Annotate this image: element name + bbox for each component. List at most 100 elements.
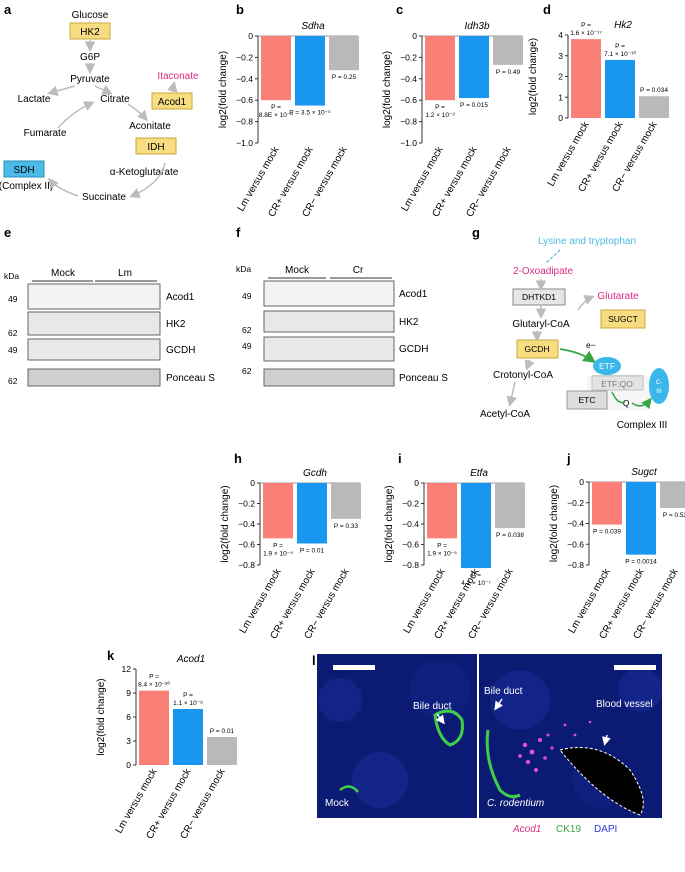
panel-g: g Lysine and tryptophan 2-Oxoadipate DHT… xyxy=(472,225,669,431)
bar-1 xyxy=(297,483,327,544)
chart-title: Idh3b xyxy=(464,21,489,32)
panel-l: l Bile duct Bile duct Blood vessel Mock … xyxy=(312,653,662,835)
panel-letter-g: g xyxy=(472,225,480,240)
acod1-box xyxy=(151,92,193,110)
succinate-label: Succinate xyxy=(82,192,126,203)
bar-0 xyxy=(427,483,457,539)
c3-label: C- xyxy=(656,379,663,386)
idh-box xyxy=(135,137,177,155)
q-arrow-1 xyxy=(611,391,626,404)
chart-title: Gcdh xyxy=(303,468,327,479)
p-value-label: P = 0.038 xyxy=(496,532,524,539)
panel-f: f kDa Mock Cr 49 62 49 62 Acod1 HK2 GCDH… xyxy=(236,225,448,387)
hk2-label: HK2 xyxy=(80,27,100,38)
y-tick-label: −1.0 xyxy=(236,138,253,148)
y-tick-label: −0.2 xyxy=(400,52,417,62)
panel-letter-c: c xyxy=(396,2,403,17)
y-axis-label: log2(fold change) xyxy=(528,38,539,115)
y-tick-label: −0.4 xyxy=(567,519,584,529)
panel-letter-i: i xyxy=(398,451,402,466)
bar-2 xyxy=(493,36,523,65)
y-tick-label: 1 xyxy=(558,92,563,102)
p-value-label: P = 0.034 xyxy=(640,87,668,94)
dashed-arrow xyxy=(545,249,561,264)
q-label: Q xyxy=(623,398,630,408)
p-value-label: P = xyxy=(581,22,591,29)
blood-vessel-label: Blood vessel xyxy=(596,699,653,710)
p-value-label: P = 0.01 xyxy=(210,728,235,735)
citrate-label: Citrate xyxy=(100,94,130,105)
p-value-label: P = 0.015 xyxy=(460,102,488,109)
marker-f2: 62 xyxy=(242,325,252,335)
bar-1 xyxy=(461,483,491,569)
marker-f4: 62 xyxy=(242,366,252,376)
panel-c-chart: c Idh3b 0 −0.2 −0.4 −0.6 −0.8 −1.0 log2(fold cha… xyxy=(382,2,523,219)
glutaryl-coa-label: Glutaryl-CoA xyxy=(512,319,570,330)
mock-group-label-f: Mock xyxy=(285,265,310,276)
p-value-label: P = xyxy=(273,542,283,549)
arrow-glutarate xyxy=(577,295,595,311)
scale-bar-left xyxy=(333,665,375,670)
p-value-label: P = 0.0014 xyxy=(625,559,657,566)
arrow-crotonyl xyxy=(506,381,517,407)
p-value-label: 8.4 × 10⁻²⁰ xyxy=(138,681,170,689)
etc-label: ETC xyxy=(579,395,596,405)
y-tick-label: −0.8 xyxy=(238,560,255,570)
acetyl-label: Acetyl-CoA xyxy=(480,409,530,420)
y-tick-label: 9 xyxy=(126,688,131,698)
legend-acod1: Acod1 xyxy=(512,824,541,835)
bar-1 xyxy=(626,482,656,555)
p-value-label: P = 0.039 xyxy=(593,529,621,536)
y-tick-label: −0.6 xyxy=(567,539,584,549)
scale-bar-right xyxy=(614,665,656,670)
bar-0 xyxy=(263,483,293,539)
p-value-label: 1.1 × 10⁻⁸ xyxy=(173,700,203,707)
panel-letter-j: j xyxy=(566,451,571,466)
marker-3: 49 xyxy=(8,345,18,355)
sdh-box xyxy=(3,160,45,178)
y-tick-label: 0 xyxy=(579,477,584,487)
arrow-itaconate xyxy=(167,81,178,93)
p-value-label: 4.2 × 10⁻⁷ xyxy=(461,580,491,587)
etf-label: ETF xyxy=(599,361,615,371)
p-value-label: 1.9 × 10⁻⁵ xyxy=(427,550,457,557)
gcdh-label: GCDH xyxy=(524,344,549,354)
blot-ponceau xyxy=(27,368,161,387)
p-value-label: P = 3.5 × 10⁻⁵ xyxy=(289,110,331,117)
bar-2 xyxy=(639,96,669,118)
blot-hk2-f xyxy=(263,310,395,333)
p-value-label: P = xyxy=(149,674,159,681)
y-axis-label: log2(fold change) xyxy=(384,485,395,562)
legend-dapi: DAPI xyxy=(594,824,617,835)
sugct-box xyxy=(600,309,646,329)
cycle-arrow-4 xyxy=(57,101,95,129)
lactate-label: Lactate xyxy=(18,94,51,105)
marker-1: 49 xyxy=(8,294,18,304)
sugct-label: SUGCT xyxy=(608,314,638,324)
bile-duct-right-label: Bile duct xyxy=(484,686,523,697)
y-axis-label: log2(fold change) xyxy=(549,485,560,562)
marker-f3: 49 xyxy=(242,341,252,351)
p-value-label: P = xyxy=(615,43,625,50)
panel-h-chart: h Gcdh 0 −0.2 −0.4 −0.6 −0.8 log2(fold change) P… xyxy=(220,451,361,641)
blot-acod1-f xyxy=(263,280,395,307)
band-label-gcdh: GCDH xyxy=(166,345,195,356)
p-value-label: P = 0.25 xyxy=(332,74,357,81)
bar-0 xyxy=(425,36,455,101)
band-label-ponceau-f: Ponceau S xyxy=(399,373,448,384)
panel-i-chart: i Etfa 0 −0.2 −0.4 −0.6 −0.8 log2(fold change) P… xyxy=(384,451,525,641)
bile-duct-left-arrow xyxy=(435,713,445,725)
eminus-label: e− xyxy=(586,340,596,350)
p-value-label: P = xyxy=(435,104,445,111)
y-tick-label: 0 xyxy=(558,113,563,123)
y-tick-label: −0.8 xyxy=(402,560,419,570)
band-label-hk2: HK2 xyxy=(166,319,186,330)
itaconate-label: Itaconate xyxy=(157,71,199,82)
ck19-signal xyxy=(339,785,359,793)
q-arrow-2 xyxy=(631,397,652,410)
y-tick-label: 0 xyxy=(250,478,255,488)
y-tick-label: −0.2 xyxy=(402,499,419,509)
band-label-hk2-f: HK2 xyxy=(399,317,419,328)
y-tick-label: −0.8 xyxy=(400,117,417,127)
